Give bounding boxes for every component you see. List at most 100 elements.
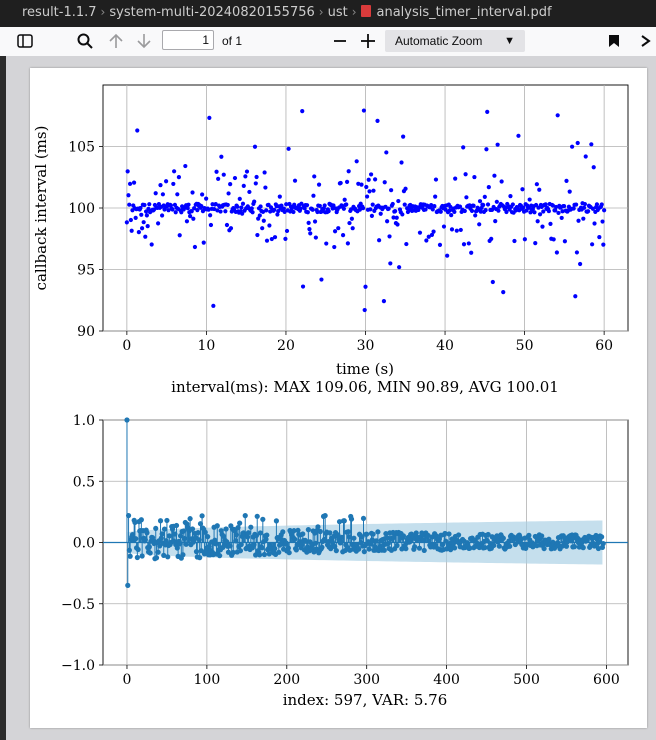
stem-marker <box>400 533 407 539</box>
data-point <box>131 180 137 185</box>
y-tick-label: 105 <box>68 140 95 156</box>
data-point <box>574 202 579 207</box>
data-point <box>553 208 558 213</box>
data-point <box>534 182 539 187</box>
zoom-out-button[interactable] <box>330 30 350 52</box>
data-point <box>159 213 165 218</box>
data-point <box>269 236 274 242</box>
data-point <box>447 208 452 213</box>
data-point <box>524 208 529 213</box>
stem-marker <box>280 529 286 535</box>
data-point <box>288 209 293 214</box>
sidebar-toggle-button[interactable] <box>14 30 36 52</box>
data-point <box>573 294 578 299</box>
y-axis-label: callback interval (ms) <box>32 126 50 291</box>
data-point <box>308 231 313 236</box>
more-tools-button[interactable] <box>636 30 656 52</box>
data-point <box>139 212 144 217</box>
y-tick-label: −1.0 <box>61 658 95 674</box>
breadcrumb-item[interactable]: system-multi-20240820155756 <box>109 5 315 20</box>
breadcrumb-item-file[interactable]: analysis_timer_interval.pdf <box>376 5 552 20</box>
data-point <box>359 182 364 187</box>
stem-marker <box>421 547 427 554</box>
stem-marker <box>153 555 160 561</box>
stem-marker <box>345 529 351 535</box>
stem-marker <box>370 531 376 537</box>
data-point <box>458 227 463 233</box>
breadcrumb-item[interactable]: result-1.1.7 <box>22 5 97 20</box>
data-point <box>426 234 431 239</box>
pdf-file-icon <box>360 5 371 17</box>
data-point <box>454 228 459 233</box>
data-point <box>495 142 500 147</box>
next-page-button[interactable] <box>134 30 154 52</box>
bookmark-button[interactable] <box>604 30 624 52</box>
data-point <box>481 202 486 208</box>
data-point <box>127 202 132 207</box>
stem-marker <box>257 530 264 536</box>
sidebar-toggle-icon <box>17 34 33 48</box>
data-point <box>438 209 443 214</box>
data-point <box>516 133 521 138</box>
data-point <box>208 213 213 218</box>
stem-marker <box>248 524 254 530</box>
data-point <box>463 172 468 177</box>
stem-marker <box>336 519 343 525</box>
data-point <box>282 209 287 215</box>
stem-marker <box>202 529 208 535</box>
x-tick-label: 50 <box>516 338 534 354</box>
stem-marker <box>383 531 389 537</box>
stem-marker <box>125 582 131 588</box>
data-point <box>136 230 141 235</box>
stem-marker <box>322 513 328 519</box>
zoom-in-button[interactable] <box>358 30 378 52</box>
editor-gutter <box>0 56 6 740</box>
stem-marker <box>272 545 278 552</box>
data-point <box>310 207 315 212</box>
data-point <box>512 238 517 244</box>
zoom-select[interactable]: Automatic Zoom ▼ <box>385 30 525 52</box>
data-point <box>361 108 366 113</box>
data-point <box>125 169 130 174</box>
previous-page-button[interactable] <box>106 30 126 52</box>
data-point <box>192 244 198 250</box>
data-point <box>541 209 546 214</box>
data-point <box>331 203 336 208</box>
data-point <box>256 216 261 221</box>
data-point <box>211 303 216 308</box>
stem-marker <box>541 545 547 552</box>
data-point <box>235 204 240 209</box>
breadcrumb-item[interactable]: ust <box>327 5 348 20</box>
data-point <box>191 216 196 221</box>
data-point <box>394 215 399 220</box>
stem-marker <box>125 512 132 519</box>
data-point <box>232 175 238 181</box>
data-point <box>582 205 587 210</box>
stem-marker <box>319 544 325 550</box>
data-point <box>445 253 450 258</box>
summary-caption: interval(ms): MAX 109.06, MIN 90.89, AVG… <box>171 378 559 396</box>
stem-marker <box>467 545 473 551</box>
x-tick-label: 20 <box>277 338 295 354</box>
data-point <box>186 202 191 207</box>
data-point <box>342 197 347 202</box>
data-point <box>466 241 471 246</box>
stem-marker <box>539 533 545 539</box>
data-point <box>319 277 324 282</box>
data-point <box>499 179 504 184</box>
data-point <box>124 220 129 225</box>
stem-marker <box>214 523 220 529</box>
stem-marker <box>416 545 423 551</box>
stem-marker <box>351 535 357 541</box>
stem-marker <box>291 528 297 534</box>
search-icon <box>77 33 93 49</box>
data-point <box>367 189 372 194</box>
search-button[interactable] <box>74 30 96 52</box>
data-point <box>360 206 366 211</box>
data-point <box>341 206 346 211</box>
stem-marker <box>198 548 204 554</box>
stem-marker <box>223 526 229 532</box>
page-number-input[interactable]: 1 <box>162 30 214 50</box>
stem-marker <box>237 520 243 526</box>
data-point <box>257 213 262 218</box>
